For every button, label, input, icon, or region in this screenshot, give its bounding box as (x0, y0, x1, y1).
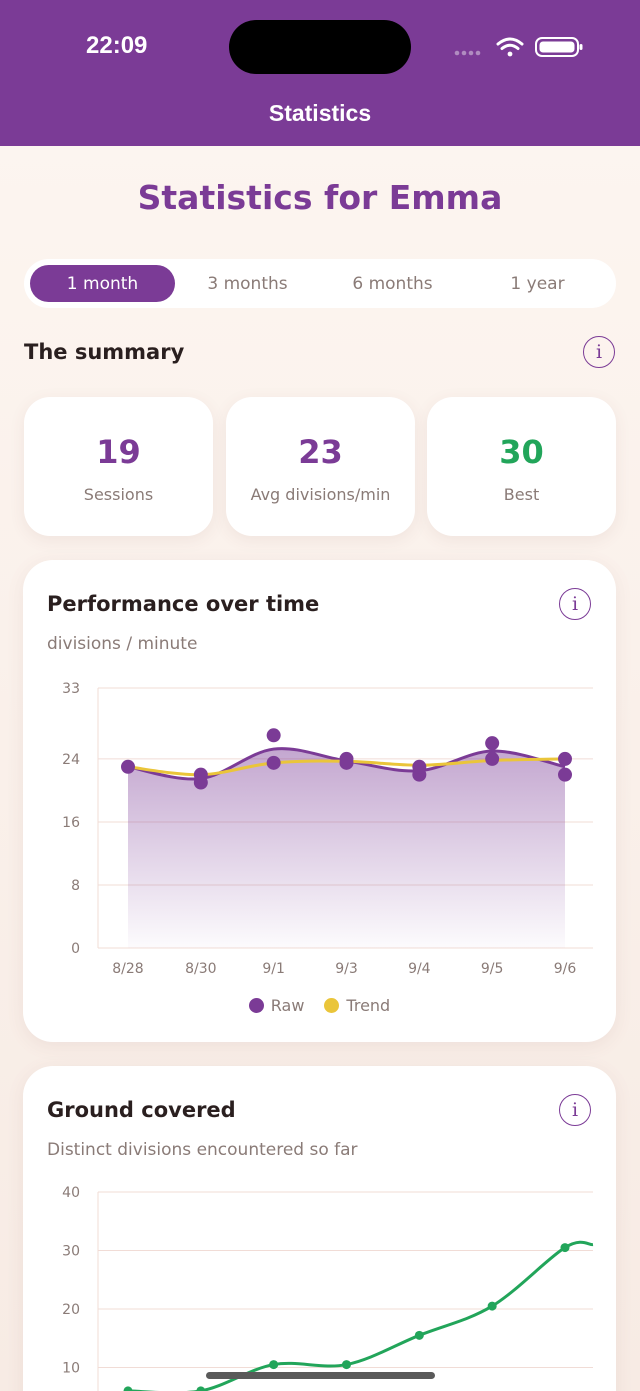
raw-data-point (266, 755, 281, 770)
raw-data-point (339, 755, 354, 770)
stat-value: 30 (499, 433, 544, 471)
status-time: 22:09 (86, 32, 148, 59)
ground-data-point (414, 1330, 424, 1340)
raw-series-area (128, 748, 565, 948)
x-tick-label: 8/30 (185, 961, 216, 977)
y-tick-label: 10 (62, 1361, 80, 1377)
raw-data-point (558, 751, 572, 766)
page-title: Statistics for Emma (137, 178, 503, 217)
range-selector: 1 month 3 months 6 months 1 year (24, 259, 616, 308)
legend-label-trend: Trend (346, 996, 391, 1015)
raw-data-point (485, 736, 500, 751)
y-tick-label: 8 (71, 878, 80, 894)
y-tick-label: 40 (62, 1185, 80, 1201)
performance-card: Performance over time i divisions / minu… (23, 560, 616, 1042)
stat-value: 23 (298, 433, 343, 471)
wifi-icon (496, 37, 524, 57)
legend-dot-raw (248, 998, 264, 1013)
legend-item-trend: Trend (324, 996, 390, 1015)
stat-value: 19 (96, 433, 141, 471)
raw-data-point (485, 751, 500, 766)
home-indicator[interactable] (206, 1372, 435, 1379)
stat-label: Avg divisions/min (250, 485, 391, 504)
tab-1-month[interactable]: 1 month (30, 265, 175, 302)
cellular-signal-icon (454, 50, 481, 56)
ground-data-point (342, 1360, 351, 1370)
status-icons (454, 37, 583, 57)
raw-data-point (266, 728, 281, 743)
y-tick-label: 24 (62, 752, 80, 768)
performance-subtitle: divisions / minute (47, 634, 198, 654)
performance-chart: 0 8 16 24 33 8/28 8/30 9/1 9/3 9/4 9/5 9/6 (62, 681, 593, 977)
summary-title: The summary (24, 340, 185, 364)
legend-item-raw: Raw (248, 996, 305, 1015)
raw-data-point (193, 775, 208, 790)
y-tick-label: 0 (71, 941, 80, 957)
ground-data-point (196, 1386, 206, 1391)
tab-6-months[interactable]: 6 months (352, 273, 433, 294)
ground-data-point (487, 1301, 497, 1311)
y-tick-label: 30 (62, 1244, 80, 1260)
header-title: Statistics (268, 100, 372, 126)
ground-data-point (123, 1386, 133, 1391)
ground-data-point (560, 1243, 570, 1253)
legend-dot-trend (324, 998, 340, 1013)
stat-label: Sessions (83, 485, 154, 504)
tab-1-year[interactable]: 1 year (510, 273, 565, 294)
raw-data-point (412, 759, 427, 774)
battery-icon (535, 37, 583, 57)
legend-label-raw: Raw (270, 996, 305, 1015)
summary-info-icon[interactable]: i (583, 336, 615, 368)
raw-data-point (121, 759, 135, 774)
ground-series-line (127, 1240, 594, 1391)
y-tick-label: 16 (62, 815, 80, 831)
tab-3-months[interactable]: 3 months (207, 273, 288, 294)
x-tick-label: 8/28 (112, 961, 143, 977)
x-tick-label: 9/6 (554, 961, 577, 977)
dynamic-island (229, 20, 411, 74)
ground-subtitle: Distinct divisions encountered so far (47, 1140, 358, 1160)
app-header: 22:09 Statistics (0, 0, 640, 146)
stat-card-avg: 23 Avg divisions/min (226, 397, 415, 536)
x-tick-label: 9/1 (262, 961, 285, 977)
x-tick-label: 9/4 (408, 961, 431, 977)
x-tick-label: 9/3 (335, 961, 358, 977)
y-tick-label: 33 (62, 681, 80, 697)
y-tick-label: 20 (62, 1302, 80, 1318)
ground-title: Ground covered (47, 1098, 236, 1122)
performance-info-icon[interactable]: i (559, 588, 591, 620)
ground-chart: 10 20 30 40 (62, 1185, 594, 1391)
ground-card: Ground covered i Distinct divisions enco… (23, 1066, 616, 1391)
ground-data-point (269, 1360, 279, 1370)
stat-card-sessions: 19 Sessions (24, 397, 213, 536)
raw-data-point (558, 767, 572, 782)
x-tick-label: 9/5 (481, 961, 504, 977)
ground-info-icon[interactable]: i (559, 1094, 591, 1126)
stat-label: Best (503, 485, 540, 504)
performance-legend: Raw Trend (23, 996, 616, 1015)
stat-card-best: 30 Best (427, 397, 616, 536)
performance-title: Performance over time (47, 592, 320, 616)
